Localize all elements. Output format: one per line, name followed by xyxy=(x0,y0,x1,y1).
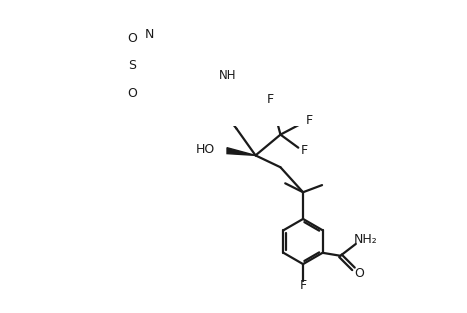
Polygon shape xyxy=(227,148,255,155)
Text: S: S xyxy=(128,59,136,72)
Text: F: F xyxy=(301,144,308,157)
Text: O: O xyxy=(127,86,137,100)
Text: F: F xyxy=(299,279,307,292)
Text: N: N xyxy=(144,28,154,41)
Text: NH₂: NH₂ xyxy=(354,233,377,246)
Text: HO: HO xyxy=(196,143,215,156)
Text: F: F xyxy=(267,93,274,106)
Text: F: F xyxy=(305,114,312,127)
Text: O: O xyxy=(127,32,137,45)
Text: O: O xyxy=(354,267,364,280)
Text: NH: NH xyxy=(219,69,237,82)
